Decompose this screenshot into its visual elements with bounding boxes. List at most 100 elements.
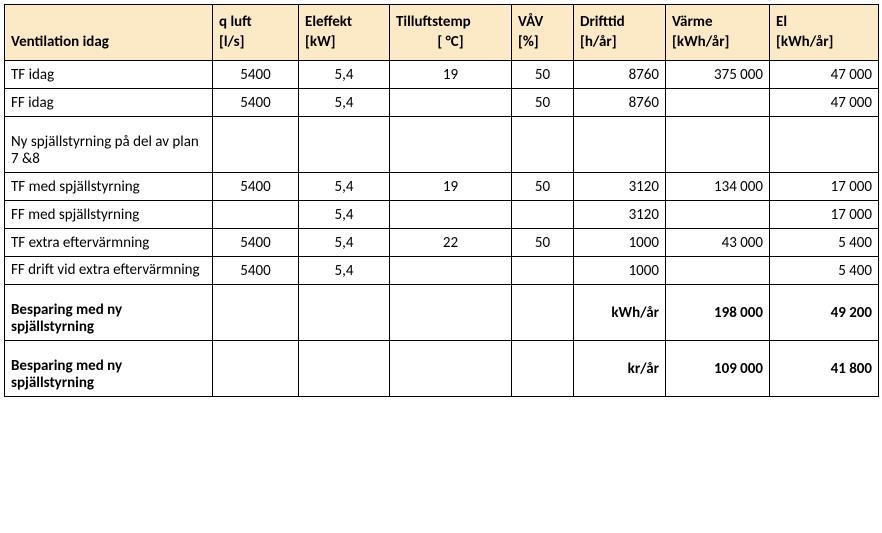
cell-qluft: 5400: [213, 173, 299, 201]
cell-varme: 134 000: [666, 173, 770, 201]
header-tillufts-unit: [ °C]: [390, 33, 512, 61]
cell-vav: [512, 341, 574, 397]
cell-qluft: 5400: [213, 89, 299, 117]
cell-varme: [666, 257, 770, 285]
cell-qluft: 5400: [213, 257, 299, 285]
header-eleffekt-unit: [kW]: [299, 33, 390, 61]
cell-eleffekt: [299, 341, 390, 397]
cell-tillufts: [390, 285, 512, 341]
cell-tillufts: 22: [390, 229, 512, 257]
cell-el: 49 200: [770, 285, 879, 341]
table-row: FF idag54005,4 508760 47 000: [5, 89, 879, 117]
table-row: TF idag54005,419508760375 00047 000: [5, 61, 879, 89]
header-varme: Värme: [666, 5, 770, 33]
cell-drifttid: 3120: [574, 201, 666, 229]
header-drifttid-unit: [h/år]: [574, 33, 666, 61]
cell-varme: 109 000: [666, 341, 770, 397]
table-row: FF drift vid extra eftervärmning54005,4 1…: [5, 257, 879, 285]
cell-el: [770, 117, 879, 173]
cell-eleffekt: 5,4: [299, 257, 390, 285]
cell-el: 47 000: [770, 89, 879, 117]
row-label: Besparing med ny spjällstyrning: [5, 285, 213, 341]
cell-vav: [512, 285, 574, 341]
cell-qluft: 5400: [213, 229, 299, 257]
table-row: Besparing med ny spjällstyrning kr/år109 …: [5, 341, 879, 397]
cell-vav: 50: [512, 229, 574, 257]
header-blank: [5, 5, 213, 33]
cell-vav: 50: [512, 61, 574, 89]
cell-vav: [512, 257, 574, 285]
cell-tillufts: [390, 89, 512, 117]
header-qluft: q luft: [213, 5, 299, 33]
cell-eleffekt: 5,4: [299, 173, 390, 201]
cell-vav: [512, 117, 574, 173]
row-label: FF idag: [5, 89, 213, 117]
header-vav-unit: [%]: [512, 33, 574, 61]
ventilation-table: q luft Eleffekt Tilluftstemp VÅV Driftti…: [4, 4, 879, 397]
cell-el: 47 000: [770, 61, 879, 89]
cell-varme: 198 000: [666, 285, 770, 341]
cell-eleffekt: [299, 117, 390, 173]
cell-qluft: [213, 117, 299, 173]
cell-tillufts: 19: [390, 173, 512, 201]
cell-qluft: [213, 285, 299, 341]
cell-varme: [666, 201, 770, 229]
row-label: TF med spjällstyrning: [5, 173, 213, 201]
cell-tillufts: [390, 257, 512, 285]
cell-drifttid: [574, 117, 666, 173]
row-label: TF idag: [5, 61, 213, 89]
cell-drifttid: 3120: [574, 173, 666, 201]
header-el: El: [770, 5, 879, 33]
cell-el: 17 000: [770, 201, 879, 229]
cell-drifttid: 1000: [574, 229, 666, 257]
row-label: FF drift vid extra eftervärmning: [5, 257, 213, 285]
header-eleffekt: Eleffekt: [299, 5, 390, 33]
cell-eleffekt: 5,4: [299, 229, 390, 257]
table-header: q luft Eleffekt Tilluftstemp VÅV Driftti…: [5, 5, 879, 61]
cell-drifttid: kr/år: [574, 341, 666, 397]
cell-eleffekt: 5,4: [299, 61, 390, 89]
cell-drifttid: kWh/år: [574, 285, 666, 341]
table-row: Besparing med ny spjällstyrning kWh/år198…: [5, 285, 879, 341]
cell-tillufts: 19: [390, 61, 512, 89]
cell-tillufts: [390, 117, 512, 173]
header-title: Ventilation idag: [5, 33, 213, 61]
table-row: TF extra eftervärmning54005,42250100043 …: [5, 229, 879, 257]
header-drifttid: Drifttid: [574, 5, 666, 33]
cell-eleffekt: 5,4: [299, 89, 390, 117]
cell-vav: 50: [512, 173, 574, 201]
cell-varme: 375 000: [666, 61, 770, 89]
row-label: TF extra eftervärmning: [5, 229, 213, 257]
header-tillufts: Tilluftstemp: [390, 5, 512, 33]
cell-el: 5 400: [770, 257, 879, 285]
table-row: FF med spjällstyrning 5,4 3120 17 000: [5, 201, 879, 229]
table-body: TF idag54005,419508760375 00047 000FF id…: [5, 61, 879, 397]
row-label: Ny spjällstyrning på del av plan 7 &8: [5, 117, 213, 173]
cell-drifttid: 8760: [574, 89, 666, 117]
cell-varme: [666, 117, 770, 173]
cell-vav: 50: [512, 89, 574, 117]
cell-drifttid: 1000: [574, 257, 666, 285]
header-vav: VÅV: [512, 5, 574, 33]
cell-el: 5 400: [770, 229, 879, 257]
cell-el: 17 000: [770, 173, 879, 201]
cell-varme: [666, 89, 770, 117]
table-row: TF med spjällstyrning54005,419503120134 …: [5, 173, 879, 201]
cell-vav: [512, 201, 574, 229]
cell-qluft: 5400: [213, 61, 299, 89]
cell-eleffekt: [299, 285, 390, 341]
cell-qluft: [213, 341, 299, 397]
header-varme-unit: [kWh/år]: [666, 33, 770, 61]
cell-tillufts: [390, 201, 512, 229]
cell-qluft: [213, 201, 299, 229]
cell-el: 41 800: [770, 341, 879, 397]
cell-tillufts: [390, 341, 512, 397]
cell-varme: 43 000: [666, 229, 770, 257]
cell-eleffekt: 5,4: [299, 201, 390, 229]
cell-drifttid: 8760: [574, 61, 666, 89]
header-el-unit: [kWh/år]: [770, 33, 879, 61]
table-row: Ny spjällstyrning på del av plan 7 &8: [5, 117, 879, 173]
row-label: FF med spjällstyrning: [5, 201, 213, 229]
header-qluft-unit: [l/s]: [213, 33, 299, 61]
row-label: Besparing med ny spjällstyrning: [5, 341, 213, 397]
